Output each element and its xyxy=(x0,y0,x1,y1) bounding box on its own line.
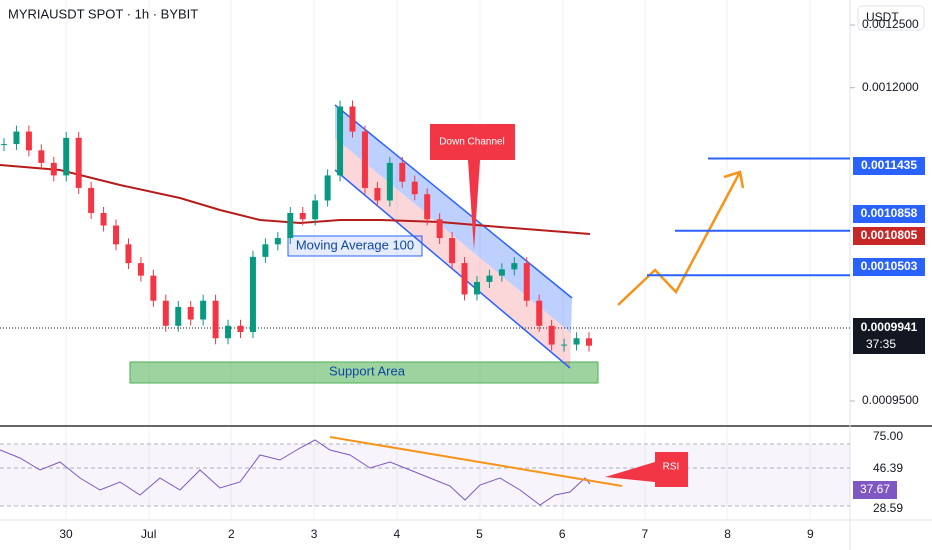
ma-label-box xyxy=(287,235,423,257)
candle xyxy=(523,263,530,301)
ma-tag-text: 0.0010805 xyxy=(861,228,918,242)
price-tag xyxy=(853,157,925,175)
channel-upper xyxy=(335,105,572,333)
candle xyxy=(486,275,493,282)
candle xyxy=(548,325,555,345)
candle xyxy=(150,275,157,301)
candle xyxy=(137,263,144,276)
rsi-current-box xyxy=(853,481,897,499)
candle xyxy=(411,181,418,195)
countdown: 37:35 xyxy=(866,337,896,351)
candle xyxy=(561,344,568,346)
support-label: Support Area xyxy=(329,363,406,378)
candle xyxy=(200,300,207,320)
candle xyxy=(324,175,331,201)
last-price-tag xyxy=(853,318,925,354)
time-label: 3 xyxy=(311,527,318,541)
callout xyxy=(430,124,515,250)
candle xyxy=(312,200,319,220)
candle xyxy=(25,131,32,151)
candle xyxy=(287,213,294,239)
candle xyxy=(473,281,480,295)
price-tag-text: 0.0010503 xyxy=(861,259,918,273)
candle xyxy=(100,213,107,226)
candle xyxy=(349,106,356,132)
moving-average xyxy=(0,164,591,235)
candle xyxy=(175,306,182,326)
candle xyxy=(187,306,194,320)
time-label: Jul xyxy=(141,527,156,541)
time-label: 8 xyxy=(724,527,731,541)
ma-label: Moving Average 100 xyxy=(296,237,414,252)
rsi-trendline xyxy=(329,436,623,487)
rsi-bands xyxy=(0,443,850,507)
rsi-current: 37.67 xyxy=(860,482,890,496)
symbol-title: MYRIAUSDT SPOT · 1h · BYBIT xyxy=(8,6,198,21)
price-tag-text: 0.0010858 xyxy=(861,206,918,220)
candle xyxy=(498,269,505,276)
candle xyxy=(573,338,580,345)
time-label: 7 xyxy=(642,527,649,541)
time-label: 5 xyxy=(476,527,483,541)
candle xyxy=(536,300,543,326)
time-label: 6 xyxy=(559,527,566,541)
price-tag xyxy=(853,258,925,276)
rsi-label: 75.00 xyxy=(873,429,903,443)
candle xyxy=(50,162,57,176)
ma-tag xyxy=(853,227,925,245)
candle xyxy=(337,106,344,176)
rsi-band-fill xyxy=(0,444,850,506)
rsi-label: 46.39 xyxy=(873,461,903,475)
candle xyxy=(586,338,592,346)
last-price-text: 0.0009941 xyxy=(861,320,918,334)
support-zone xyxy=(129,361,599,384)
candle xyxy=(386,162,393,201)
arrow-head xyxy=(723,170,745,189)
candle xyxy=(374,187,381,201)
candle xyxy=(212,300,219,339)
candle xyxy=(1,144,7,146)
rsi-line xyxy=(0,439,591,506)
rsi-label: 28.59 xyxy=(873,501,903,515)
price-tag-text: 0.0011435 xyxy=(861,158,917,172)
candle xyxy=(249,256,256,333)
candle xyxy=(436,219,443,239)
time-label: 4 xyxy=(393,527,400,541)
callout xyxy=(605,452,688,487)
candle xyxy=(461,263,468,295)
price-tick-label: 0.0012000 xyxy=(862,80,919,94)
price-tick-label: 0.0009500 xyxy=(862,393,919,407)
channel-line xyxy=(334,104,573,299)
callout-text: Down Channel xyxy=(439,137,505,148)
candle xyxy=(361,131,368,188)
candle xyxy=(399,162,406,182)
projection-arrow xyxy=(617,171,742,306)
candle xyxy=(299,213,306,220)
candle xyxy=(424,194,431,220)
candle xyxy=(511,263,518,270)
price-tick-label: 0.0012500 xyxy=(862,17,919,31)
price-tag xyxy=(853,205,925,223)
candle xyxy=(237,325,244,333)
candle xyxy=(88,187,95,213)
candle xyxy=(38,150,45,163)
candle xyxy=(125,244,132,264)
candle xyxy=(225,325,232,339)
currency: USDT xyxy=(866,10,899,24)
time-label: 9 xyxy=(807,527,814,541)
candle xyxy=(449,238,456,264)
callout-text: RSI xyxy=(663,462,680,473)
candle xyxy=(162,300,169,326)
candle xyxy=(274,238,281,245)
candle xyxy=(63,137,70,176)
candle xyxy=(262,244,269,257)
candle xyxy=(113,225,120,245)
time-label: 30 xyxy=(59,527,73,541)
candle xyxy=(75,137,82,188)
grid xyxy=(65,0,811,520)
candle xyxy=(13,131,20,145)
currency-button[interactable] xyxy=(857,5,925,31)
time-label: 2 xyxy=(228,527,235,541)
